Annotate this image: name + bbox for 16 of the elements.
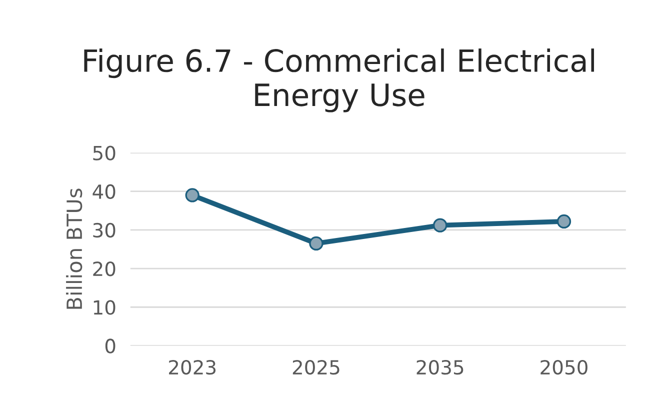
y-tick-label: 40 (92, 184, 116, 200)
x-tick-label: 2025 (292, 360, 340, 375)
point (433, 218, 448, 232)
y-axis-title: Billion BTUs (66, 188, 82, 309)
y-tick-label: 0 (105, 338, 116, 354)
x-tick-label: 2023 (169, 360, 216, 375)
chart-title: Figure 6.7 - Commerical Electrical Energy Use (84, 48, 594, 112)
x-tick-label: 2050 (540, 360, 588, 375)
point (185, 188, 200, 202)
point (556, 214, 572, 229)
point (309, 236, 324, 251)
y-tick-label: 10 (94, 300, 116, 315)
y-tick-label: 50 (93, 146, 116, 160)
y-tick-label: 20 (93, 261, 116, 276)
y-tick-label: 30 (93, 222, 116, 238)
x-tick-label: 2035 (416, 360, 464, 375)
